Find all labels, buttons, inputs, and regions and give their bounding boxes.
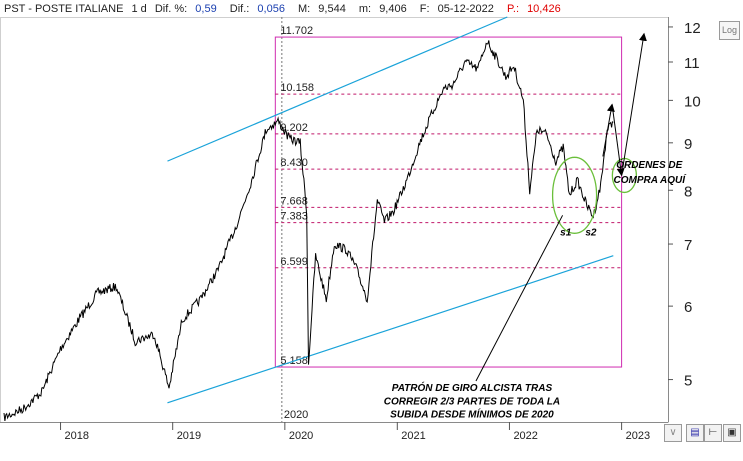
plot-frame [0,17,669,423]
dif-value: 0,056 [257,3,285,15]
x-tick-label: 2021 [401,430,425,442]
x-tick-label: 2020 [289,430,313,442]
annotation-text: CORREGIR 2/3 PARTES DE TODA LA [384,396,560,407]
y-tick-label: 6 [684,299,692,316]
channel-line [167,255,614,404]
annotation-text: ÓRDENES DE [616,158,682,171]
y-tick-label: 12 [684,20,701,37]
period-label: 1 d [131,3,147,15]
window-icon[interactable]: ▣ [723,424,741,442]
symbol-label: PST - POSTE ITALIANE [4,3,124,15]
pin-icon[interactable]: ⊢ [704,424,722,442]
price-value: 10,426 [527,3,561,15]
chart-header: PST - POSTE ITALIANE 1 d Dif. %: 0,59 Di… [4,3,571,15]
price-series-line [3,40,614,421]
fib-level-label: 8.430 [280,157,308,169]
year-marker-label: 2020 [284,409,308,421]
y-tick-label: 5 [684,373,692,390]
projection-arrow [602,103,615,157]
price-label: P.: [506,3,519,15]
channel-line [167,16,508,162]
double-chevron-icon[interactable]: ∨ [664,424,682,442]
min-label: m: [358,3,372,15]
x-tick-label: 2018 [65,430,89,442]
annotation-text: COMPRA AQUÍ [614,173,688,186]
annotation-text: s1 [560,228,572,239]
max-label: M: [298,3,311,15]
y-tick-label: 9 [684,136,692,153]
fib-box [274,36,623,368]
dif-label: Dif.: [229,3,250,15]
annotation-text: s2 [585,228,597,239]
fib-level-label: 7.668 [280,195,308,207]
save-icon[interactable]: ▤ [686,424,704,442]
projection-arrow [611,104,625,177]
annotation-text: PATRÓN DE GIRO ALCISTA TRAS [392,381,553,394]
pattern-ellipse [551,156,598,234]
y-tick-label: 7 [684,237,692,254]
fib-level-label: 6.599 [280,256,308,268]
date-label: F: [419,3,430,15]
x-tick-label: 2023 [626,430,650,442]
fib-level-label: 10.158 [280,82,314,94]
y-tick-label: 11 [684,55,700,72]
projection-arrow [621,32,647,176]
max-value: 9,544 [318,3,346,15]
x-tick-label: 2019 [177,430,201,442]
fib-level-label: 7.383 [280,211,308,223]
dif-pct-label: Dif. %: [154,3,188,15]
annotation-text: SUBIDA DESDE MÍNIMOS DE 2020 [390,408,554,421]
y-tick-label: 8 [684,183,692,200]
fib-level-label: 11.702 [280,25,313,37]
annotation-pointer-line [475,215,564,382]
log-scale-button[interactable]: Log [719,21,740,40]
date-value: 05-12-2022 [437,3,494,15]
fib-level-label: 9.202 [280,122,308,134]
dif-pct-value: 0,59 [195,3,217,15]
y-tick-label: 10 [684,93,701,110]
x-tick-label: 2022 [513,430,537,442]
min-value: 9,406 [379,3,407,15]
